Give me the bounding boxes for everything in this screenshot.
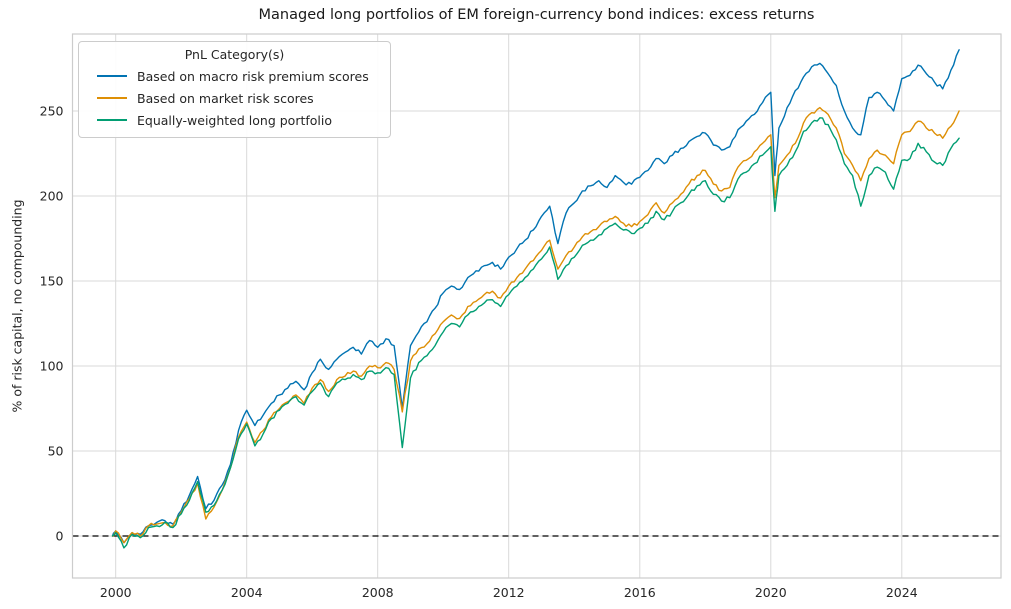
legend: PnL Category(s) Based on macro risk prem…: [78, 41, 391, 138]
y-tick-label: 150: [39, 273, 64, 289]
x-tick-label: 2024: [885, 585, 918, 600]
series-2-line-swatch: [97, 119, 127, 121]
y-axis-label: % of risk capital, no compounding: [9, 199, 25, 413]
series-0-line-swatch: [97, 75, 127, 77]
legend-entry: Based on market risk scores: [87, 87, 382, 109]
series-line-1: [111, 106, 960, 544]
x-tick-label: 2012: [492, 585, 525, 600]
legend-title: PnL Category(s): [184, 47, 285, 62]
x-tick-label: 2000: [99, 585, 132, 600]
y-tick-label: 200: [39, 188, 64, 204]
x-tick-label: 2020: [754, 585, 787, 600]
plot-border: [71, 33, 1002, 579]
y-tick-label: 100: [39, 358, 64, 374]
legend-label: Based on macro risk premium scores: [137, 68, 369, 84]
x-tick-label: 2016: [623, 585, 656, 600]
legend-label: Equally-weighted long portfolio: [137, 112, 333, 128]
x-tick-label: 2008: [361, 585, 394, 600]
legend-label: Based on market risk scores: [137, 90, 314, 106]
series-line-0: [111, 49, 960, 544]
y-tick-label: 50: [47, 443, 64, 459]
x-tick-label: 2004: [230, 585, 263, 600]
legend-entry: Based on macro risk premium scores: [87, 65, 382, 87]
y-tick-label: 0: [55, 528, 64, 544]
legend-entry: Equally-weighted long portfolio: [87, 109, 382, 131]
chart-title: Managed long portfolios of EM foreign-cu…: [258, 7, 815, 23]
y-tick-label: 250: [39, 103, 64, 119]
series-line-2: [111, 117, 960, 549]
series-1-line-swatch: [97, 97, 127, 99]
